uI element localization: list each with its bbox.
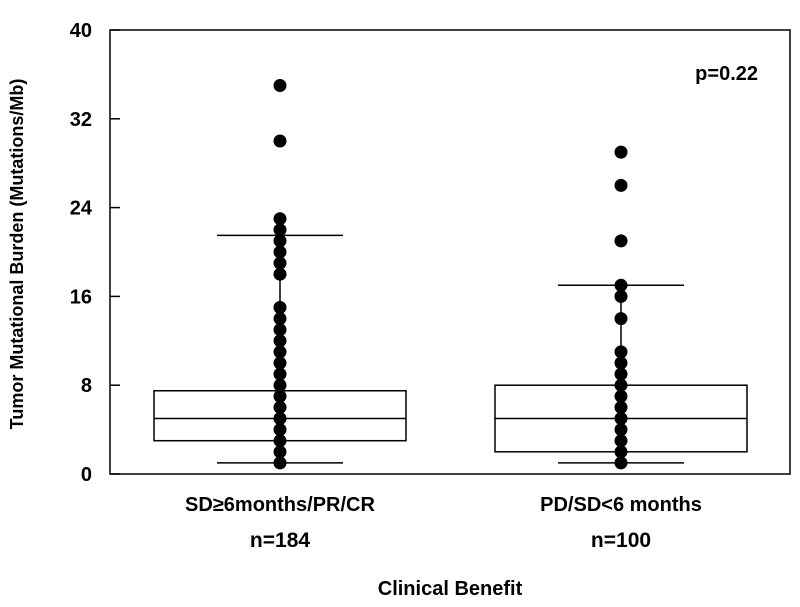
data-point	[273, 301, 287, 314]
data-point	[273, 412, 287, 425]
data-point	[273, 323, 287, 337]
x-sample-size-label: n=100	[591, 529, 651, 552]
data-point	[273, 245, 287, 259]
data-point	[614, 412, 628, 425]
data-point	[273, 223, 287, 237]
data-point	[273, 400, 287, 414]
y-tick-label: 40	[70, 20, 92, 42]
y-axis-label: Tumor Mutational Burden (Mutations/Mb)	[7, 79, 27, 430]
data-point	[273, 334, 287, 348]
data-point	[273, 378, 287, 392]
data-point	[273, 79, 287, 92]
plot-frame	[109, 29, 791, 475]
data-point	[273, 434, 287, 448]
data-point	[614, 289, 628, 303]
data-point	[273, 234, 287, 248]
y-tick-label: 8	[81, 375, 92, 397]
box-group: PD/SD<6 months n=100	[494, 145, 748, 552]
data-point	[614, 389, 628, 403]
y-tick-label: 32	[70, 109, 92, 131]
data-point	[614, 356, 628, 370]
data-point	[614, 434, 628, 448]
data-point	[614, 367, 628, 381]
data-point	[273, 423, 287, 437]
y-tick-label: 16	[70, 286, 92, 308]
data-point	[273, 445, 287, 459]
data-point	[273, 267, 287, 281]
data-point	[273, 456, 287, 470]
data-point	[273, 134, 287, 148]
data-point	[614, 234, 628, 248]
data-point	[273, 367, 287, 381]
data-point	[614, 378, 628, 392]
data-point	[614, 312, 628, 326]
x-sample-size-label: n=184	[250, 529, 310, 552]
data-point	[614, 445, 628, 459]
data-point	[273, 345, 287, 359]
box-group: SD≥6months/PR/CR n=184	[153, 79, 407, 552]
box-groups: SD≥6months/PR/CR n=184 PD/SD<6 months n=100	[153, 79, 748, 552]
x-category-label: SD≥6months/PR/CR	[185, 494, 375, 516]
y-tick-label: 24	[70, 198, 93, 220]
data-point	[614, 423, 628, 437]
x-axis-label: Clinical Benefit	[378, 578, 523, 600]
data-point	[614, 400, 628, 414]
y-axis: 0 8 16 24 32 40	[70, 20, 120, 486]
data-point	[273, 312, 287, 326]
data-point	[614, 456, 628, 470]
data-point	[273, 389, 287, 403]
data-point	[273, 256, 287, 270]
x-category-label: PD/SD<6 months	[540, 494, 702, 516]
data-point	[273, 212, 287, 226]
y-tick-label: 0	[81, 464, 92, 486]
data-point	[614, 345, 628, 359]
data-point	[614, 278, 628, 292]
data-point	[273, 356, 287, 370]
p-value-annotation: p=0.22	[695, 63, 758, 85]
data-point	[614, 145, 628, 159]
data-point	[614, 178, 628, 192]
